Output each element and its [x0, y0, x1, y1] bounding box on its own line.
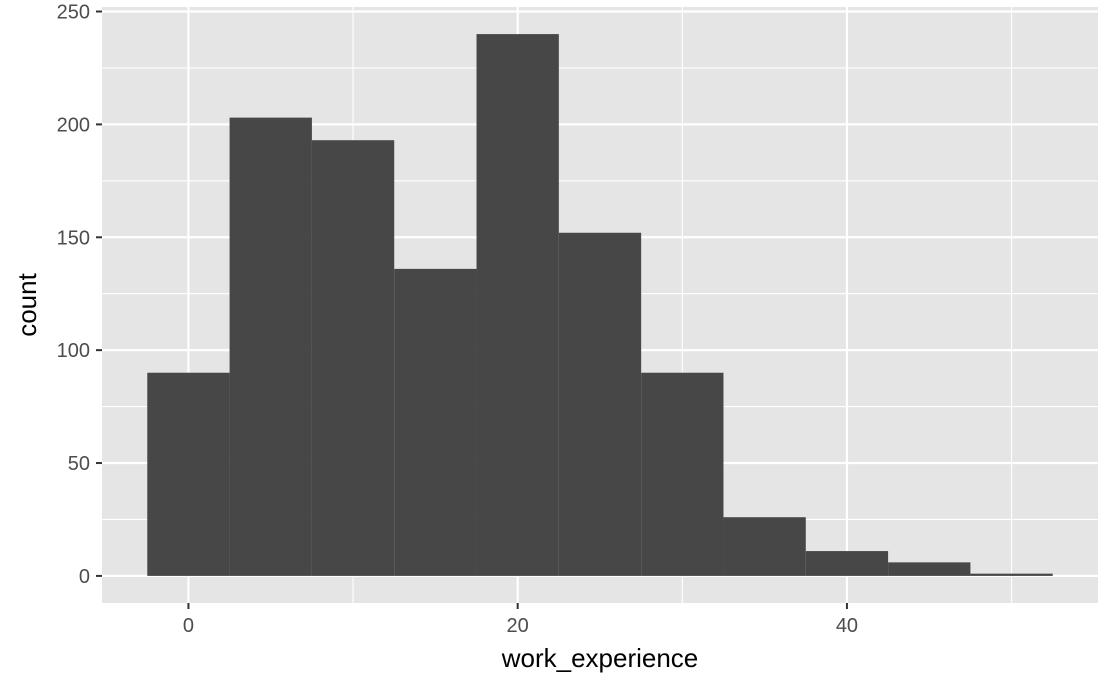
histogram-bars	[147, 34, 1053, 576]
y-tick-label: 150	[57, 227, 90, 249]
histogram-bar	[723, 517, 806, 576]
x-axis-ticks: 0 20 40	[183, 603, 858, 637]
histogram-bar	[229, 117, 312, 576]
x-tick-label: 20	[507, 615, 529, 637]
histogram-bar	[558, 232, 642, 576]
y-tick-label: 100	[57, 340, 90, 362]
histogram-bar	[641, 372, 724, 576]
x-tick-label: 0	[183, 615, 194, 637]
y-tick-label: 50	[68, 453, 90, 475]
y-tick-label: 250	[57, 2, 90, 24]
y-tick-label: 200	[57, 114, 90, 136]
histogram-bar	[394, 268, 477, 576]
histogram-bar	[888, 562, 971, 576]
histogram-bar	[147, 372, 230, 576]
y-axis-ticks: 0 50 100 150 200 250	[57, 2, 102, 588]
histogram-bar	[805, 551, 889, 576]
x-axis-title: work_experience	[501, 643, 699, 673]
histogram-bar	[311, 140, 395, 576]
histogram-bar	[476, 34, 559, 576]
x-tick-label: 40	[836, 615, 858, 637]
y-axis-title: count	[12, 272, 42, 336]
histogram-bar	[970, 573, 1053, 576]
y-tick-label: 0	[79, 566, 90, 588]
